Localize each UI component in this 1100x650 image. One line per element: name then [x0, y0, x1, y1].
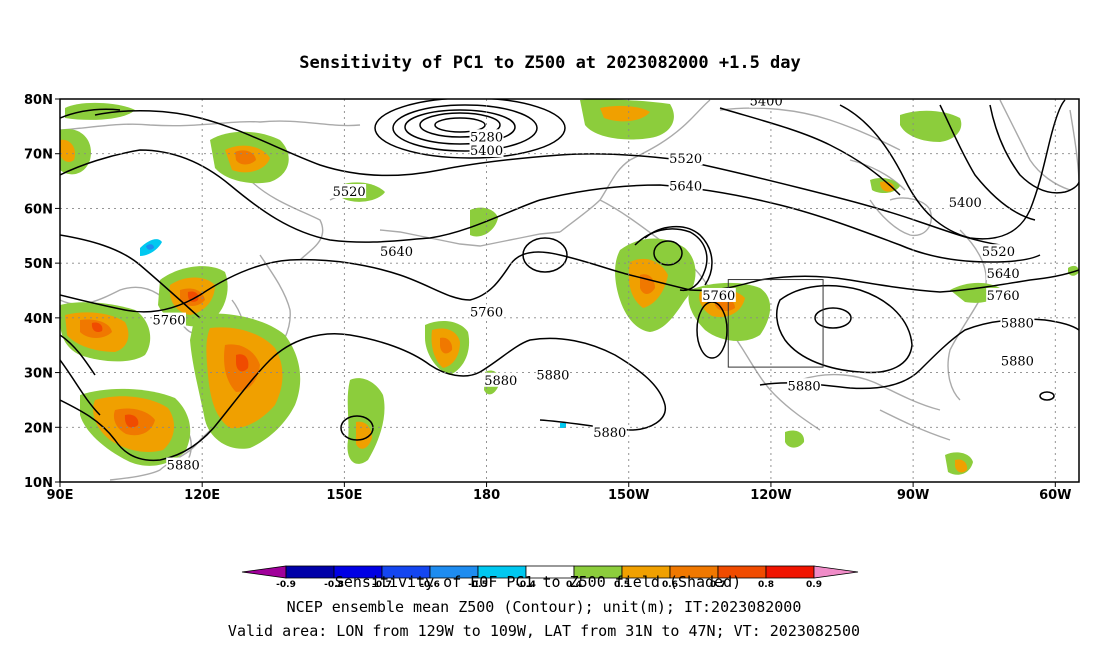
contour-label-background	[981, 244, 1016, 259]
lon-tick-label: 150W	[608, 488, 649, 503]
contour-label-background	[668, 178, 703, 193]
contour-label-background	[483, 372, 518, 387]
contour-label-background	[379, 244, 414, 259]
colorbar-tick-label: 0.7	[710, 580, 726, 590]
contour-label-background	[469, 142, 504, 157]
z500-contours	[60, 99, 1079, 462]
colorbar-lower-arrow	[241, 565, 287, 579]
contour-label: 5400	[949, 196, 982, 211]
contour-label: 5880	[788, 379, 821, 394]
contour-label-background	[469, 129, 504, 144]
contour-label: 5400	[750, 95, 783, 110]
caption-line-2: NCEP ensemble mean Z500 (Contour); unit(…	[287, 598, 802, 616]
colorbar-segment	[765, 565, 815, 579]
lat-tick-label: 80N	[24, 93, 53, 108]
contour-label-background	[469, 304, 504, 319]
contour-label-background	[986, 287, 1021, 302]
contour-label: 5520	[982, 245, 1015, 260]
lat-tick-label: 50N	[24, 257, 53, 272]
latitude-ticks: 80N 70N 60N 50N 40N 30N 20N 10N	[24, 93, 60, 491]
lon-tick-label: 150E	[326, 488, 362, 503]
colorbar-tick-label: -0.7	[372, 580, 392, 590]
contour-label: 5880	[1001, 355, 1034, 370]
contour-label-background	[152, 312, 187, 327]
colorbar-segment	[285, 565, 335, 579]
contour-label: 5760	[702, 289, 735, 304]
contour-label: 5760	[152, 314, 185, 329]
map-frame	[59, 98, 1080, 483]
caption-line-1: Sensitivity of EOF PC1 to Z500 field (Sh…	[335, 573, 741, 591]
contour-label-background	[332, 184, 367, 199]
colorbar-tick-label: 0.6	[662, 580, 678, 590]
contour-label: 5880	[484, 374, 517, 389]
longitude-ticks: 90E 120E 150E 180 150W 120W 90W 60W	[47, 482, 1072, 503]
contour-label: 5880	[593, 426, 626, 441]
lon-tick-label: 90E	[47, 488, 74, 503]
contour-label-background	[986, 266, 1021, 281]
colorbar-tick-label: 0.8	[758, 580, 774, 590]
contour-label: 5640	[380, 245, 413, 260]
colorbar-upper-arrow	[813, 565, 859, 579]
colorbar-tick-label: 0.4	[566, 580, 582, 590]
contour-label-background	[749, 99, 784, 108]
lat-tick-label: 70N	[24, 148, 53, 163]
contour-label: 5760	[470, 305, 503, 320]
contour-label-background	[1000, 315, 1035, 330]
contour-label-background	[592, 424, 627, 439]
caption-line-3: Valid area: LON from 129W to 109W, LAT f…	[228, 622, 860, 640]
lon-tick-label: 180	[473, 488, 500, 503]
contour-label-background	[948, 194, 983, 209]
lat-tick-label: 60N	[24, 202, 53, 217]
contour-label-background	[166, 457, 201, 472]
colorbar: -0.9 -0.8 -0.7 -0.6 -0.5 -0.4 0.4 0.5 0.6 0.7 0.8 0…	[241, 565, 859, 590]
colorbar-tick-label: 0.9	[806, 580, 822, 590]
colorbar-tick-label: -0.4	[516, 580, 536, 590]
contour-label: 5520	[333, 185, 366, 200]
contour-label-background	[701, 287, 736, 302]
contour-label-background	[535, 367, 570, 382]
lat-tick-label: 30N	[24, 367, 53, 382]
contour-label: 5280	[470, 130, 503, 145]
contour-label: 5400	[470, 144, 503, 159]
contour-label: 5760	[987, 289, 1020, 304]
colorbar-tick-label: -0.9	[276, 580, 296, 590]
contour-label: 5880	[1001, 316, 1034, 331]
lon-tick-label: 90W	[897, 488, 929, 503]
colorbar-tick-label: -0.5	[468, 580, 488, 590]
lon-tick-label: 120W	[750, 488, 791, 503]
lat-tick-label: 20N	[24, 421, 53, 436]
lon-tick-label: 60W	[1039, 488, 1071, 503]
contour-label: 5880	[536, 368, 569, 383]
lat-tick-label: 10N	[24, 476, 53, 491]
contour-label-background	[1000, 353, 1035, 368]
contour-label-background	[787, 378, 822, 393]
lat-tick-label: 40N	[24, 312, 53, 327]
colorbar-tick-label: 0.5	[614, 580, 630, 590]
contour-label: 5880	[167, 459, 200, 474]
contour-label: 5640	[987, 267, 1020, 282]
contour-label: 5640	[669, 180, 702, 195]
sensitivity-shading	[60, 99, 1079, 475]
lon-tick-label: 120E	[184, 488, 220, 503]
grid-lines	[60, 99, 1079, 482]
colorbar-tick-label: -0.6	[420, 580, 440, 590]
figure-title: Sensitivity of PC1 to Z500 at 2023082000…	[299, 53, 801, 73]
colorbar-tick-label: -0.8	[324, 580, 344, 590]
contour-label: 5520	[669, 152, 702, 167]
valid-area-box	[727, 279, 824, 368]
contour-label-background	[668, 151, 703, 166]
